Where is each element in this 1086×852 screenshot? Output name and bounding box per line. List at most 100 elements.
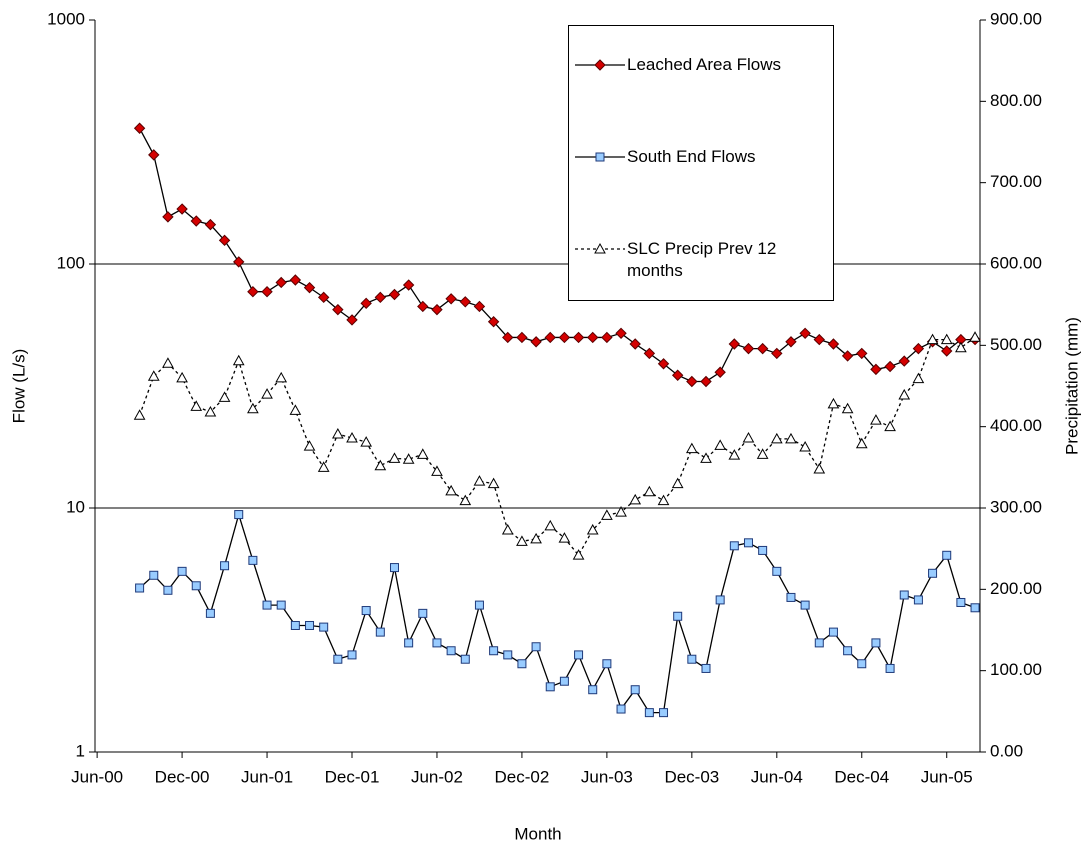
data-point bbox=[303, 281, 316, 294]
legend-marker bbox=[594, 59, 606, 71]
data-point bbox=[827, 397, 840, 409]
data-point bbox=[317, 461, 330, 472]
x-tick-label: Jun-00 bbox=[71, 767, 123, 786]
data-point bbox=[602, 659, 612, 669]
y2-tick-label: 600.00 bbox=[990, 253, 1042, 272]
y-tick-label: 1 bbox=[76, 741, 85, 760]
data-point bbox=[742, 342, 755, 355]
data-point bbox=[799, 327, 811, 340]
data-point bbox=[135, 583, 145, 593]
data-point bbox=[544, 331, 556, 344]
x-tick-label: Jun-05 bbox=[921, 767, 973, 786]
data-point bbox=[572, 549, 585, 560]
data-point bbox=[516, 331, 528, 344]
data-point bbox=[317, 291, 330, 304]
data-point bbox=[404, 638, 414, 648]
data-point bbox=[218, 234, 231, 247]
series-line bbox=[139, 512, 976, 714]
x-tick-label: Dec-00 bbox=[155, 767, 210, 786]
legend-swatch bbox=[575, 242, 625, 254]
data-point bbox=[418, 608, 428, 618]
data-point bbox=[786, 592, 796, 602]
data-point bbox=[728, 449, 741, 460]
data-point bbox=[374, 459, 387, 471]
data-point bbox=[558, 532, 571, 543]
data-point bbox=[857, 659, 867, 669]
data-point bbox=[657, 358, 670, 370]
x-tick-label: Dec-01 bbox=[325, 767, 380, 786]
data-point bbox=[147, 370, 160, 381]
data-point bbox=[813, 333, 825, 346]
data-point bbox=[700, 375, 712, 388]
data-point bbox=[572, 331, 585, 344]
data-point bbox=[487, 316, 500, 328]
data-point bbox=[785, 336, 797, 348]
y-tick-label: 10 bbox=[66, 497, 85, 516]
y-tick-label: 1000 bbox=[47, 9, 85, 28]
data-point bbox=[290, 620, 300, 630]
data-point bbox=[843, 646, 853, 656]
data-point bbox=[941, 345, 953, 357]
data-point bbox=[884, 360, 896, 373]
data-point bbox=[517, 659, 527, 669]
legend-item: South End Flows bbox=[575, 146, 802, 168]
data-point bbox=[388, 288, 401, 301]
data-point bbox=[742, 432, 755, 443]
data-point bbox=[928, 568, 938, 578]
data-point bbox=[885, 663, 895, 673]
y2-tick-label: 700.00 bbox=[990, 172, 1042, 191]
legend: Leached Area Flows South End Flows SLC Pre… bbox=[568, 25, 834, 301]
x-tick-label: Jun-03 bbox=[581, 767, 633, 786]
data-point bbox=[177, 566, 187, 576]
series-line bbox=[139, 127, 976, 383]
data-point bbox=[149, 570, 159, 580]
x-tick-label: Dec-03 bbox=[664, 767, 719, 786]
data-point bbox=[248, 555, 258, 565]
y2-tick-label: 500.00 bbox=[990, 335, 1042, 354]
data-point bbox=[912, 342, 925, 355]
data-point bbox=[445, 484, 457, 496]
data-point bbox=[771, 347, 783, 360]
data-point bbox=[133, 409, 146, 420]
data-point bbox=[630, 685, 640, 695]
data-point bbox=[176, 371, 188, 383]
data-point bbox=[375, 627, 385, 637]
data-point bbox=[473, 300, 486, 313]
data-point bbox=[289, 274, 302, 286]
data-point bbox=[926, 333, 939, 345]
legend-swatch bbox=[575, 59, 625, 71]
data-point bbox=[841, 350, 854, 362]
y-axis-title: Flow (L/s) bbox=[9, 349, 28, 424]
data-point bbox=[473, 475, 486, 486]
data-point bbox=[360, 297, 372, 310]
data-point bbox=[530, 532, 542, 544]
legend-label: SLC Precip Prev 12 months bbox=[627, 239, 777, 280]
data-point bbox=[687, 654, 697, 664]
data-point bbox=[176, 203, 188, 215]
data-point bbox=[502, 331, 514, 344]
y2-tick-label: 200.00 bbox=[990, 579, 1042, 598]
data-point bbox=[841, 402, 854, 414]
data-point bbox=[714, 366, 726, 378]
data-point bbox=[360, 436, 373, 447]
data-point bbox=[474, 600, 484, 610]
data-point bbox=[799, 440, 811, 452]
data-point bbox=[331, 427, 344, 439]
data-point bbox=[586, 523, 599, 535]
data-point bbox=[531, 642, 541, 652]
data-point bbox=[261, 285, 273, 298]
data-point bbox=[303, 440, 316, 451]
data-point bbox=[942, 550, 952, 560]
legend-item: Leached Area Flows bbox=[575, 54, 802, 76]
data-point bbox=[772, 566, 782, 576]
data-point bbox=[204, 218, 217, 231]
data-point bbox=[969, 331, 981, 342]
legend-swatch bbox=[575, 152, 625, 162]
data-point bbox=[701, 663, 711, 673]
data-point bbox=[305, 620, 315, 630]
data-point bbox=[700, 452, 712, 463]
data-point bbox=[588, 685, 598, 695]
data-point bbox=[459, 296, 471, 308]
